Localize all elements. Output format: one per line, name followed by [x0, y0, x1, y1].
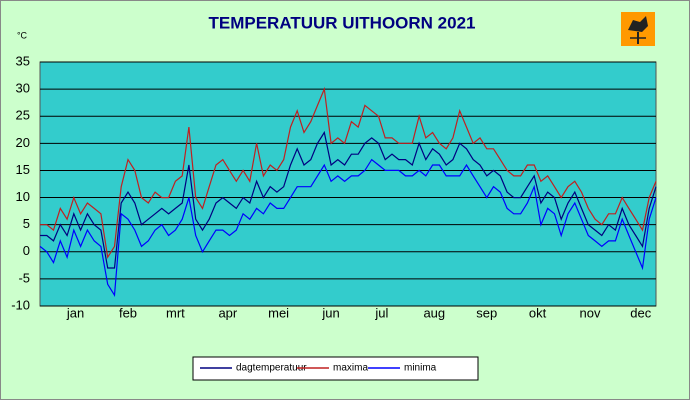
- y-tick-label: 0: [23, 243, 30, 258]
- x-tick-label: aug: [423, 305, 445, 320]
- legend-label: minima: [404, 363, 437, 374]
- y-tick-label: 30: [16, 81, 30, 96]
- legend-label: dagtemperatuur: [236, 363, 307, 374]
- series-line: [39, 158, 657, 298]
- y-tick-label: 10: [16, 189, 30, 204]
- x-tick-label: sep: [476, 305, 497, 320]
- x-tick-label: apr: [218, 305, 237, 320]
- plot-area: [39, 61, 657, 307]
- legend-label: maxima: [333, 363, 368, 374]
- x-tick-label: jan: [66, 305, 84, 320]
- x-tick-label: nov: [580, 305, 601, 320]
- x-tick-label: feb: [119, 305, 137, 320]
- logo-rooster: [628, 16, 648, 32]
- x-tick-label: mei: [268, 305, 289, 320]
- y-tick-label: -10: [11, 297, 30, 312]
- x-tick-label: dec: [630, 305, 651, 320]
- y-tick-label: 35: [16, 53, 30, 68]
- series-line: [40, 86, 657, 259]
- legend: [192, 356, 479, 381]
- y-tick-label: -5: [18, 270, 30, 285]
- chart-title: TEMPERATUUR UITHOORN 2021: [209, 13, 476, 32]
- y-tick-label: 20: [16, 135, 30, 150]
- y-tick-label: 25: [16, 108, 30, 123]
- x-tick-label: jun: [321, 305, 339, 320]
- x-tick-label: jul: [374, 305, 388, 320]
- logo: [621, 12, 655, 46]
- x-tick-label: mrt: [166, 305, 185, 320]
- x-tick-label: okt: [529, 305, 547, 320]
- y-unit: °C: [17, 30, 28, 40]
- y-tick-label: 5: [23, 216, 30, 231]
- series-line: [40, 130, 657, 269]
- y-tick-label: 15: [16, 162, 30, 177]
